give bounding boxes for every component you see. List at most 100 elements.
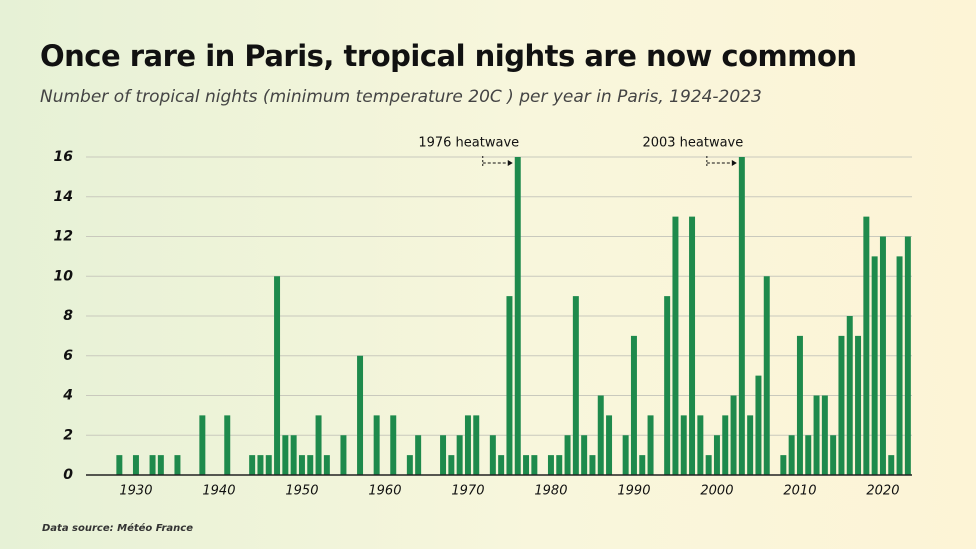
- bar: [597, 395, 604, 475]
- x-tick-label: 1940: [202, 484, 235, 499]
- bar: [589, 455, 596, 475]
- bar: [274, 276, 281, 475]
- bar: [498, 455, 505, 475]
- x-tick-label: 1960: [368, 484, 401, 499]
- bar: [390, 415, 397, 475]
- bar: [871, 256, 878, 475]
- annotation: 1976 heatwave: [418, 136, 519, 151]
- bar: [830, 435, 837, 475]
- bar: [174, 455, 181, 475]
- chart-subtitle: Number of tropical nights (minimum tempe…: [40, 87, 762, 107]
- x-tick-label: 1980: [534, 484, 567, 499]
- x-tick-label: 2020: [866, 484, 899, 499]
- bar: [888, 455, 895, 475]
- bar: [738, 157, 745, 475]
- bar: [722, 415, 729, 475]
- x-tick-label: 1990: [617, 484, 650, 499]
- bar: [514, 157, 521, 475]
- bar: [257, 455, 264, 475]
- bar: [373, 415, 380, 475]
- x-tick-label: 2000: [700, 484, 733, 499]
- bar: [290, 435, 297, 475]
- bar: [116, 455, 123, 475]
- bar: [796, 335, 803, 475]
- bar: [531, 455, 538, 475]
- chart-title: Once rare in Paris, tropical nights are …: [40, 39, 857, 73]
- bar: [689, 216, 696, 475]
- bar: [415, 435, 422, 475]
- bar: [581, 435, 588, 475]
- bar: [357, 355, 364, 475]
- y-tick-label: 10: [54, 268, 74, 284]
- bar: [846, 316, 853, 475]
- bar: [606, 415, 613, 475]
- bar: [730, 395, 737, 475]
- y-tick-label: 4: [62, 388, 73, 404]
- source-note: Data source: Météo France: [42, 522, 193, 534]
- bar: [697, 415, 704, 475]
- bar: [282, 435, 289, 475]
- bar: [672, 216, 679, 475]
- bar: [904, 236, 911, 475]
- y-tick-label: 2: [63, 427, 73, 443]
- x-tick-label: 1950: [285, 484, 318, 499]
- bar: [199, 415, 206, 475]
- y-tick-label: 0: [63, 467, 73, 483]
- bar: [705, 455, 712, 475]
- bar: [680, 415, 687, 475]
- bar: [448, 455, 455, 475]
- bar: [896, 256, 903, 475]
- bar: [755, 375, 762, 475]
- bar: [838, 335, 845, 475]
- arrow-head: [507, 160, 513, 166]
- arrow-head: [731, 160, 737, 166]
- bar: [763, 276, 770, 475]
- bar: [780, 455, 787, 475]
- bar: [547, 455, 554, 475]
- x-tick-label: 1930: [119, 484, 152, 499]
- bar: [265, 455, 272, 475]
- bar: [805, 435, 812, 475]
- bar: [132, 455, 139, 475]
- bar: [572, 296, 579, 475]
- bar: [556, 455, 563, 475]
- bar: [879, 236, 886, 475]
- bar: [664, 296, 671, 475]
- bar: [821, 395, 828, 475]
- bar: [523, 455, 530, 475]
- bar: [157, 455, 164, 475]
- y-tick-label: 16: [54, 149, 74, 165]
- bar: [307, 455, 314, 475]
- bar: [489, 435, 496, 475]
- bar: [340, 435, 347, 475]
- bar: [440, 435, 447, 475]
- bar: [506, 296, 513, 475]
- bar: [464, 415, 471, 475]
- x-tick-label: 1970: [451, 484, 484, 499]
- bar: [747, 415, 754, 475]
- bar: [622, 435, 629, 475]
- bar: [630, 335, 637, 475]
- y-tick-label: 6: [63, 348, 73, 364]
- bar: [315, 415, 322, 475]
- bar: [224, 415, 231, 475]
- bar: [323, 455, 330, 475]
- bar: [863, 216, 870, 475]
- bar: [298, 455, 305, 475]
- bar: [713, 435, 720, 475]
- bar: [456, 435, 463, 475]
- bar: [647, 415, 654, 475]
- bar: [149, 455, 156, 475]
- bar: [564, 435, 571, 475]
- bar: [249, 455, 256, 475]
- bar: [473, 415, 480, 475]
- bar: [406, 455, 413, 475]
- y-tick-label: 8: [63, 308, 73, 324]
- y-tick-label: 14: [54, 189, 73, 205]
- bar: [639, 455, 646, 475]
- bar: [813, 395, 820, 475]
- annotation: 2003 heatwave: [642, 136, 743, 151]
- y-tick-label: 12: [54, 229, 73, 245]
